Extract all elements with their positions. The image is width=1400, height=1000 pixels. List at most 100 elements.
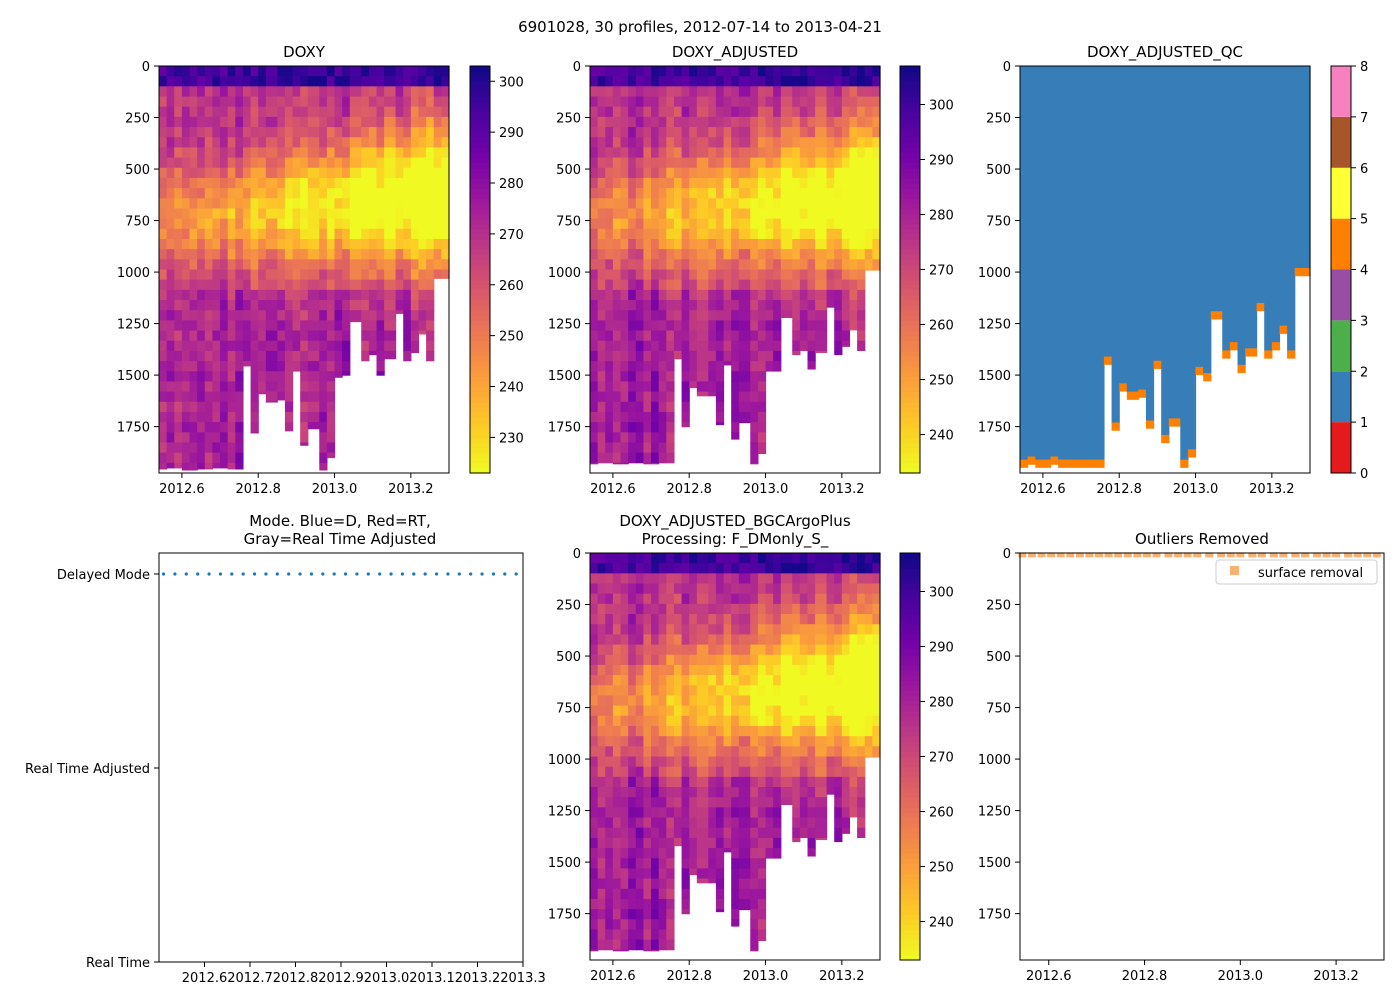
heat-cell <box>284 127 294 138</box>
heat-cell <box>807 76 816 87</box>
heat-cell <box>689 725 698 737</box>
colorbar-segment <box>900 644 920 651</box>
qc-flag-cell <box>1237 364 1246 374</box>
heat-cell <box>220 320 229 332</box>
heat-cell <box>780 310 793 319</box>
heat-cell <box>426 106 435 118</box>
colorbar-segment <box>470 183 490 189</box>
heat-cell <box>643 817 652 829</box>
heat-cell <box>220 391 229 403</box>
heat-cell <box>166 106 175 118</box>
heat-cell <box>426 249 435 260</box>
heat-cell <box>857 188 866 199</box>
heat-cell <box>204 411 214 423</box>
heat-cell <box>815 300 828 311</box>
heat-cell <box>689 705 698 717</box>
heat-cell <box>750 695 759 707</box>
heat-cell <box>197 116 206 128</box>
heat-cell <box>635 939 645 951</box>
heat-cell <box>605 228 614 240</box>
heat-cell <box>628 939 637 951</box>
heat-cell <box>410 127 420 138</box>
heat-cell <box>395 167 404 179</box>
heat-cell <box>326 401 336 413</box>
heat-cell <box>872 157 881 169</box>
heat-cell <box>284 320 294 332</box>
heat-cell <box>159 279 168 291</box>
heat-cell <box>773 167 782 179</box>
heat-cell <box>181 238 191 250</box>
heat-cell <box>220 198 229 210</box>
heat-cell <box>708 858 717 870</box>
heat-cell <box>723 634 732 646</box>
heat-cell <box>849 553 858 564</box>
heat-cell <box>658 827 667 839</box>
heat-cell <box>834 614 843 625</box>
qc-flag-cell <box>1035 459 1044 468</box>
heat-cell <box>651 797 660 808</box>
heat-cell <box>265 269 278 281</box>
heat-cell <box>658 106 667 118</box>
heat-cell <box>189 401 198 413</box>
heat-cell <box>368 259 378 271</box>
heat-cell <box>673 137 683 148</box>
heat-cell <box>384 198 397 210</box>
heat-cell <box>826 259 835 271</box>
heat-cell <box>658 817 667 829</box>
heat-cell <box>410 238 420 250</box>
heat-cell <box>872 116 881 128</box>
heat-cell <box>807 685 816 697</box>
heat-cell <box>220 279 229 291</box>
heat-cell <box>799 320 809 332</box>
heat-cell <box>307 66 320 77</box>
heat-cell <box>349 320 362 323</box>
heat-cell <box>590 167 599 179</box>
heat-cell <box>605 593 614 605</box>
heat-cell <box>166 167 175 179</box>
outlier-point <box>1066 552 1075 558</box>
heat-cell <box>300 330 309 342</box>
heat-cell <box>242 228 252 240</box>
heat-cell <box>197 330 206 342</box>
heat-cell <box>666 898 675 910</box>
heat-cell <box>326 391 336 403</box>
heat-cell <box>258 218 267 230</box>
heat-cell <box>826 715 835 727</box>
heat-cell <box>635 705 645 717</box>
heat-cell <box>635 127 645 138</box>
heat-cell <box>220 238 229 250</box>
heat-cell <box>441 269 450 279</box>
heat-cell <box>666 188 675 199</box>
heat-cell <box>857 116 866 128</box>
heat-cell <box>681 411 690 423</box>
heat-cell <box>159 157 168 169</box>
heat-cell <box>189 340 198 352</box>
heat-cell <box>666 86 675 98</box>
colorbar-segment <box>470 218 490 225</box>
heat-cell <box>307 381 320 393</box>
heat-cell <box>780 188 793 199</box>
heat-cell <box>197 249 206 260</box>
heat-cell <box>807 695 816 707</box>
heat-cell <box>250 340 259 352</box>
heat-cell <box>708 371 717 383</box>
heat-cell <box>738 898 751 910</box>
colorbar-segment <box>1331 218 1351 270</box>
heat-cell <box>815 675 828 686</box>
heat-cell <box>326 300 336 311</box>
heat-cell <box>590 381 599 393</box>
colorbar-segment <box>900 396 920 403</box>
heat-cell <box>834 787 843 798</box>
colorbar-segment <box>900 898 920 905</box>
heat-cell <box>773 76 782 87</box>
colorbar-segment <box>900 792 920 798</box>
heat-cell <box>681 909 690 915</box>
heat-cell <box>635 310 645 321</box>
heat-cell <box>723 350 732 362</box>
heat-cell <box>731 553 740 564</box>
colorbar-segment <box>900 71 920 77</box>
heat-cell <box>597 137 606 148</box>
heat-cell <box>651 919 660 931</box>
heat-cell <box>334 106 343 118</box>
heat-cell <box>612 939 622 951</box>
